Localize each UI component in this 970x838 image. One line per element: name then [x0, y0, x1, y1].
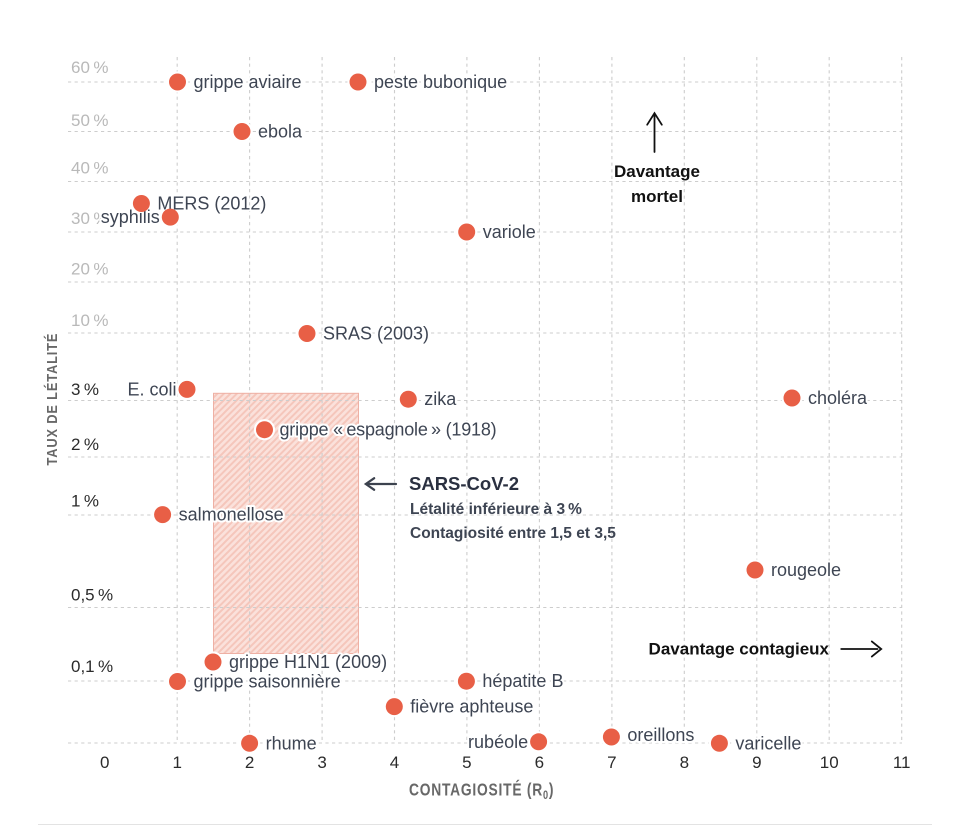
svg-text:TAUX DE LÉTALITÉ: TAUX DE LÉTALITÉ [43, 333, 60, 466]
svg-text:1: 1 [172, 753, 181, 772]
svg-text:50 %: 50 % [71, 111, 108, 130]
svg-text:1 %: 1 % [71, 492, 99, 511]
svg-text:peste bubonique: peste bubonique [374, 72, 507, 92]
svg-text:10 %: 10 % [71, 311, 108, 330]
svg-text:2 %: 2 % [71, 435, 99, 454]
svg-text:7: 7 [607, 753, 616, 772]
svg-text:hépatite B: hépatite B [482, 671, 563, 691]
svg-text:20 %: 20 % [71, 260, 108, 279]
svg-text:3: 3 [317, 753, 326, 772]
svg-text:grippe saisonnière: grippe saisonnière [194, 672, 341, 692]
svg-text:2: 2 [245, 753, 254, 772]
svg-text:Davantage: Davantage [614, 162, 700, 181]
svg-text:30 %: 30 % [71, 209, 108, 228]
svg-text:syphilis: syphilis [101, 207, 160, 227]
svg-text:rougeole: rougeole [771, 560, 841, 580]
svg-text:SRAS (2003): SRAS (2003) [323, 324, 429, 344]
svg-text:5: 5 [462, 753, 471, 772]
svg-text:E. coli: E. coli [127, 379, 176, 399]
svg-text:SARS-CoV-2: SARS-CoV-2 [409, 473, 519, 494]
svg-text:rubéole: rubéole [468, 732, 528, 752]
svg-text:0,1 %: 0,1 % [71, 657, 113, 676]
svg-text:grippe H1N1 (2009): grippe H1N1 (2009) [229, 652, 387, 672]
svg-text:11: 11 [893, 753, 911, 772]
svg-text:CONTAGIOSITÉ (R0): CONTAGIOSITÉ (R0) [409, 779, 554, 803]
svg-text:varicelle: varicelle [735, 733, 801, 753]
svg-text:choléra: choléra [808, 388, 868, 408]
svg-text:4: 4 [390, 753, 399, 772]
svg-text:Davantage contagieux: Davantage contagieux [649, 640, 830, 659]
svg-text:grippe aviaire: grippe aviaire [194, 72, 302, 92]
svg-text:rhume: rhume [266, 733, 317, 753]
svg-text:8: 8 [680, 753, 689, 772]
svg-text:40 %: 40 % [71, 159, 108, 178]
svg-text:oreillons: oreillons [627, 725, 694, 745]
svg-text:0: 0 [100, 753, 109, 772]
svg-text:9: 9 [752, 753, 761, 772]
svg-text:0,5 %: 0,5 % [71, 586, 113, 605]
svg-text:6: 6 [535, 753, 544, 772]
svg-text:3 %: 3 % [71, 380, 99, 399]
svg-text:variole: variole [483, 222, 536, 242]
svg-text:zika: zika [424, 389, 457, 409]
svg-text:Létalité inférieure à 3 %: Létalité inférieure à 3 % [410, 501, 582, 518]
svg-text:Contagiosité entre 1,5 et 3,5: Contagiosité entre 1,5 et 3,5 [410, 525, 616, 542]
svg-text:salmonellose: salmonellose [179, 505, 284, 525]
svg-text:fièvre aphteuse: fièvre aphteuse [410, 697, 533, 717]
svg-text:grippe « espagnole » (1918): grippe « espagnole » (1918) [280, 420, 497, 440]
svg-text:60 %: 60 % [71, 58, 108, 77]
svg-text:10: 10 [820, 753, 839, 772]
svg-text:ebola: ebola [258, 122, 303, 142]
svg-text:mortel: mortel [631, 187, 683, 206]
